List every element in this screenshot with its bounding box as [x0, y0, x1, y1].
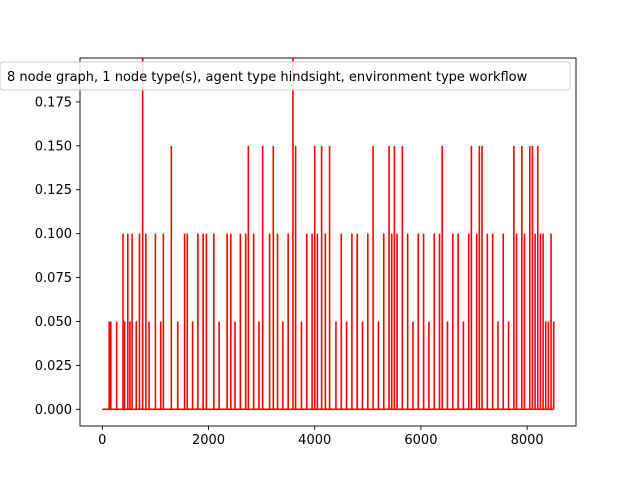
legend: 8 node graph, 1 node type(s), agent type…: [0, 61, 571, 91]
legend-box: [0, 61, 571, 91]
y-tick-label: 0.000: [35, 403, 72, 418]
y-tick-label: 0.150: [35, 139, 72, 154]
x-tick-label: 4000: [298, 433, 331, 448]
y-tick-label: 0.125: [35, 183, 72, 198]
x-tick-label: 0: [98, 433, 106, 448]
y-tick-label: 0.025: [35, 359, 72, 374]
x-tick-label: 2000: [192, 433, 225, 448]
axes: [79, 57, 577, 427]
y-tick-label: 0.100: [35, 227, 72, 242]
y-tick-label: 0.050: [35, 315, 72, 330]
x-axis-ticks: 0 2000 4000 6000 8000: [98, 426, 544, 448]
plot-area: [80, 58, 576, 426]
y-axis-ticks: 0.000 0.025 0.050 0.075 0.100 0.125 0.150 0.175: [35, 95, 80, 418]
x-tick-label: 6000: [404, 433, 437, 448]
y-tick-label: 0.175: [35, 95, 72, 110]
x-tick-label: 8000: [511, 433, 544, 448]
y-tick-label: 0.075: [35, 271, 72, 286]
legend-label: 8 node graph, 1 node type(s), agent type…: [7, 70, 528, 85]
series-layer: [102, 58, 555, 411]
axes-frame: [79, 57, 577, 427]
